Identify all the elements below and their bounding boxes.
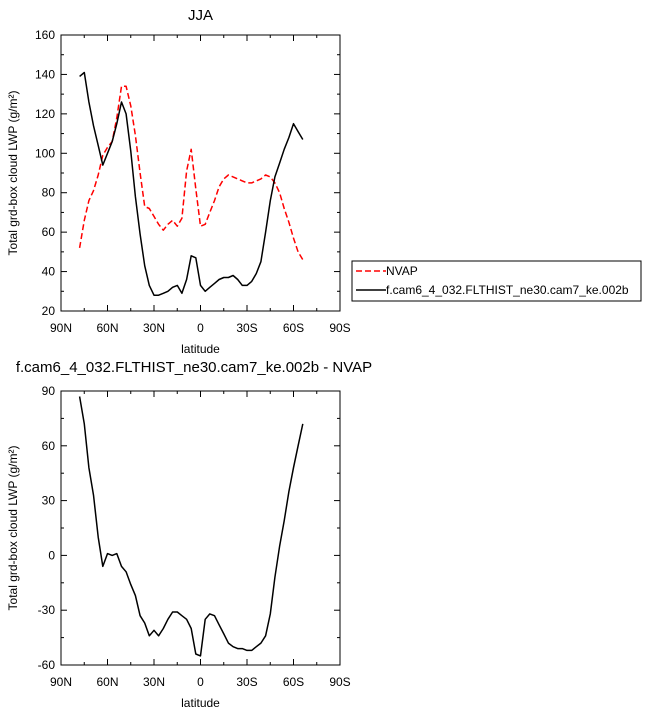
y-tick-label: 60 [42, 225, 56, 239]
y-tick-label: 100 [35, 146, 55, 160]
y-axis-title: Total grd-box cloud LWP (g/m²) [6, 446, 20, 611]
bottom-panel: f.cam6_4_032.FLTHIST_ne30.cam7_ke.002b -… [6, 359, 372, 710]
axis-ticks: 90N 60N 30N 0 30S 60S 90S 20 40 60 80 100 120 140 160 [35, 28, 351, 335]
chart-title: JJA [188, 7, 213, 24]
x-tick-label: 60N [96, 675, 118, 689]
x-tick-label: 90N [50, 321, 72, 335]
x-axis-title: latitude [181, 342, 220, 356]
x-tick-label: 60S [283, 321, 304, 335]
y-tick-label: 160 [35, 28, 55, 42]
plot-frame [60, 390, 341, 666]
x-tick-label: 30S [236, 675, 257, 689]
nvap-line [78, 85, 304, 261]
y-tick-label: 120 [35, 107, 55, 121]
y-tick-label: 90 [42, 384, 56, 398]
y-tick-label: 80 [42, 186, 56, 200]
y-tick-label: 140 [35, 67, 55, 81]
y-tick-label: 20 [42, 304, 56, 318]
series-lines [78, 396, 304, 657]
axis-ticks: 90N 60N 30N 0 30S 60S 90S -60 -30 0 30 60 90 [38, 384, 351, 689]
x-tick-label: 0 [197, 321, 204, 335]
x-tick-label: 60N [96, 321, 118, 335]
legend-entry-model: f.cam6_4_032.FLTHIST_ne30.cam7_ke.002b [386, 283, 629, 297]
legend-box [351, 260, 642, 302]
y-axis-title: Total grd-box cloud LWP (g/m²) [6, 91, 20, 256]
plot-frame [60, 34, 341, 312]
x-tick-label: 0 [197, 675, 204, 689]
y-tick-label: 30 [42, 494, 56, 508]
difference-line [78, 396, 304, 657]
x-axis-title: latitude [181, 696, 220, 710]
series-lines [78, 71, 304, 296]
y-tick-label: 60 [42, 439, 56, 453]
x-tick-label: 30N [143, 321, 165, 335]
y-tick-label: 0 [48, 548, 55, 562]
x-tick-label: 30S [236, 321, 257, 335]
x-tick-label: 90S [329, 675, 350, 689]
legend-entry-nvap: NVAP [386, 264, 418, 278]
top-panel: JJA latitude Total grd-box cloud LWP (g/… [6, 7, 351, 356]
x-tick-label: 60S [283, 675, 304, 689]
chart-title: f.cam6_4_032.FLTHIST_ne30.cam7_ke.002b -… [16, 359, 372, 376]
x-tick-label: 90S [329, 321, 350, 335]
y-tick-label: -30 [38, 603, 56, 617]
legend: NVAP f.cam6_4_032.FLTHIST_ne30.cam7_ke.0… [351, 260, 642, 302]
y-tick-label: 40 [42, 265, 56, 279]
x-tick-label: 90N [50, 675, 72, 689]
model-line [79, 71, 304, 296]
x-tick-label: 30N [143, 675, 165, 689]
y-tick-label: -60 [38, 658, 56, 672]
